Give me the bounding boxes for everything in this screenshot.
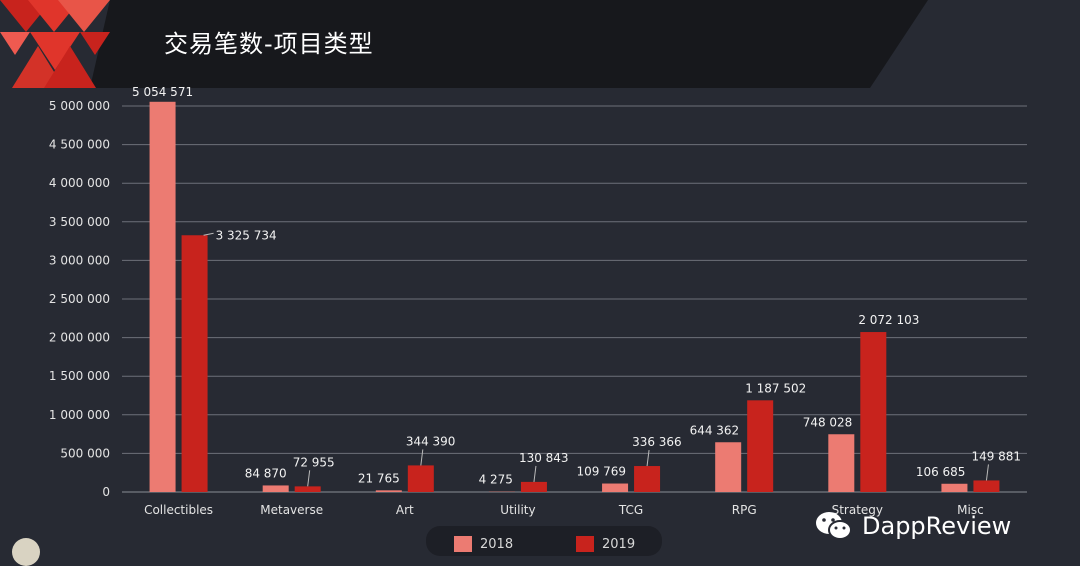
y-tick-label: 2 000 000 bbox=[49, 331, 110, 345]
data-label: 109 769 bbox=[576, 465, 626, 479]
bar-2018-tcg bbox=[602, 484, 628, 492]
bar-2019-strategy bbox=[860, 332, 886, 492]
data-label: 3 325 734 bbox=[216, 228, 277, 242]
corner-logo-icon bbox=[12, 538, 40, 566]
data-label-leader bbox=[647, 450, 649, 466]
data-label-leader bbox=[421, 449, 423, 465]
y-tick-label: 2 500 000 bbox=[49, 292, 110, 306]
legend-item-2018: 2018 bbox=[454, 536, 513, 552]
y-tick-label: 1 000 000 bbox=[49, 408, 110, 422]
data-label: 4 275 bbox=[479, 473, 513, 487]
data-label: 106 685 bbox=[916, 465, 966, 479]
bar-2018-art bbox=[376, 490, 402, 492]
data-label-leader bbox=[204, 233, 214, 235]
bar-2019-collectibles bbox=[182, 235, 208, 492]
data-label: 149 881 bbox=[971, 449, 1021, 463]
y-tick-label: 3 500 000 bbox=[49, 215, 110, 229]
bar-2019-tcg bbox=[634, 466, 660, 492]
bar-2019-rpg bbox=[747, 400, 773, 492]
bar-2018-collectibles bbox=[150, 102, 176, 492]
legend-item-2019: 2019 bbox=[576, 536, 635, 552]
y-tick-label: 5 000 000 bbox=[49, 99, 110, 113]
data-label: 84 870 bbox=[245, 466, 287, 480]
data-label: 1 187 502 bbox=[745, 381, 806, 395]
y-tick-label: 4 500 000 bbox=[49, 138, 110, 152]
x-tick-label: Art bbox=[396, 503, 414, 517]
data-label: 2 072 103 bbox=[858, 313, 919, 327]
data-label-leader bbox=[986, 464, 988, 480]
y-tick-label: 500 000 bbox=[60, 446, 110, 460]
bar-2019-utility bbox=[521, 482, 547, 492]
bar-2019-misc bbox=[973, 480, 999, 492]
bar-2018-rpg bbox=[715, 442, 741, 492]
data-label: 130 843 bbox=[519, 451, 569, 465]
y-tick-label: 0 bbox=[102, 485, 110, 499]
legend-swatch-2019 bbox=[576, 536, 594, 552]
legend-label-2018: 2018 bbox=[480, 537, 513, 552]
data-label: 748 028 bbox=[803, 415, 853, 429]
y-tick-label: 3 000 000 bbox=[49, 253, 110, 267]
data-label: 21 765 bbox=[358, 471, 400, 485]
bar-2018-misc bbox=[941, 484, 967, 492]
chart-legend: 2018 2019 bbox=[426, 526, 662, 556]
legend-label-2019: 2019 bbox=[602, 537, 635, 552]
data-label: 72 955 bbox=[293, 455, 335, 469]
data-label: 336 366 bbox=[632, 435, 682, 449]
legend-swatch-2018 bbox=[454, 536, 472, 552]
bar-2019-metaverse bbox=[295, 486, 321, 492]
x-tick-label: Metaverse bbox=[260, 503, 323, 517]
y-tick-label: 4 000 000 bbox=[49, 176, 110, 190]
watermark: DappReview bbox=[814, 510, 1011, 542]
watermark-text: DappReview bbox=[862, 512, 1011, 540]
data-label-leader bbox=[308, 470, 310, 486]
wechat-icon bbox=[814, 510, 854, 542]
x-tick-label: RPG bbox=[732, 503, 757, 517]
x-tick-label: TCG bbox=[618, 503, 643, 517]
bar-2019-art bbox=[408, 465, 434, 492]
bar-2018-strategy bbox=[828, 434, 854, 492]
data-label: 5 054 571 bbox=[132, 85, 193, 99]
x-tick-label: Utility bbox=[500, 503, 535, 517]
bar-chart: 0 500 000 1 000 000 1 500 000 2 000 000 2 500… bbox=[0, 0, 1080, 548]
data-label: 344 390 bbox=[406, 434, 456, 448]
x-tick-label: Collectibles bbox=[144, 503, 213, 517]
data-label: 644 362 bbox=[690, 423, 740, 437]
y-tick-label: 1 500 000 bbox=[49, 369, 110, 383]
bar-2018-metaverse bbox=[263, 485, 289, 492]
data-label-leader bbox=[534, 466, 536, 482]
